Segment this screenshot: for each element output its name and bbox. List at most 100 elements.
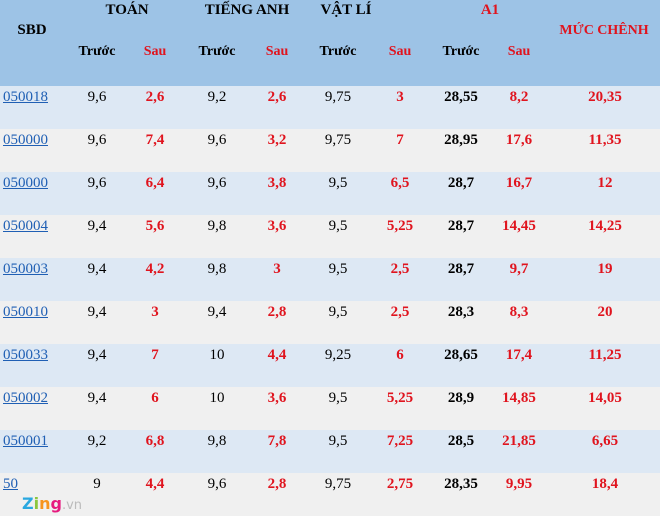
- cell: 7: [151, 347, 159, 363]
- cell: 9,4: [87, 347, 107, 363]
- header-a1: A1: [480, 2, 500, 18]
- subheader-before: Trước: [319, 44, 357, 59]
- header-sbd: SBD: [17, 22, 47, 38]
- sbd-link[interactable]: 050018: [3, 89, 48, 105]
- cell: 9,2: [207, 89, 227, 105]
- cell: 9,5: [328, 175, 348, 191]
- header-vat-li: VẬT LÍ: [320, 2, 372, 18]
- cell: 9,75: [324, 476, 352, 492]
- cell: 14,25: [588, 218, 622, 234]
- sbd-link[interactable]: 050033: [3, 347, 48, 363]
- cell: 20,35: [588, 89, 622, 105]
- cell: 2,8: [267, 476, 287, 492]
- cell: 8,2: [509, 89, 529, 105]
- cell: 4,4: [145, 476, 165, 492]
- cell: 7: [396, 132, 404, 148]
- table-row: 050000 9,6 7,4 9,6 3,2 9,75 7 28,95 17,6 11,35: [0, 129, 660, 172]
- cell: 11,35: [588, 132, 622, 148]
- cell: 14,05: [588, 390, 622, 406]
- cell: 9,6: [207, 132, 227, 148]
- cell: 6: [396, 347, 404, 363]
- cell: 5,25: [386, 218, 414, 234]
- header-toan: TOÁN: [105, 2, 149, 18]
- sbd-link[interactable]: 050010: [3, 304, 48, 320]
- sbd-link[interactable]: 050003: [3, 261, 48, 277]
- cell: 9,6: [87, 132, 107, 148]
- cell: 6,8: [145, 433, 165, 449]
- cell: 6,65: [591, 433, 619, 449]
- sbd-link[interactable]: 050002: [3, 390, 48, 406]
- cell: 12: [597, 175, 613, 191]
- cell: 21,85: [502, 433, 536, 449]
- table-row: 050003 9,4 4,2 9,8 3 9,5 2,5 28,7 9,7 19: [0, 258, 660, 301]
- cell: 9,6: [87, 175, 107, 191]
- cell: 9,4: [87, 304, 107, 320]
- cell: 6,4: [145, 175, 165, 191]
- cell: 28,7: [447, 261, 475, 277]
- table-row: 050002 9,4 6 10 3,6 9,5 5,25 28,9 14,85 14,05: [0, 387, 660, 430]
- table-row: 050010 9,4 3 9,4 2,8 9,5 2,5 28,3 8,3 20: [0, 301, 660, 344]
- header-muc-chenh: MỨC CHÊNH: [559, 23, 649, 38]
- cell: 16,7: [505, 175, 533, 191]
- cell: 2,6: [267, 89, 287, 105]
- cell: 9,75: [324, 132, 352, 148]
- cell: 2,8: [267, 304, 287, 320]
- cell: 28,35: [444, 476, 478, 492]
- cell: 9,4: [87, 261, 107, 277]
- cell: 9,4: [207, 304, 227, 320]
- cell: 2,6: [145, 89, 165, 105]
- cell: 4,4: [267, 347, 287, 363]
- sbd-link[interactable]: 050000: [3, 175, 48, 191]
- cell: 2,5: [390, 304, 410, 320]
- cell: 10: [209, 347, 225, 363]
- cell: 3: [396, 89, 404, 105]
- cell: 7,25: [386, 433, 414, 449]
- subheader-after: Sau: [388, 44, 412, 59]
- cell: 9,5: [328, 304, 348, 320]
- cell: 28,9: [447, 390, 475, 406]
- cell: 28,95: [444, 132, 478, 148]
- cell: 7,4: [145, 132, 165, 148]
- cell: 9,25: [324, 347, 352, 363]
- cell: 14,45: [502, 218, 536, 234]
- cell: 2,5: [390, 261, 410, 277]
- zing-logo: Zing.vn: [22, 494, 83, 513]
- cell: 9,8: [207, 218, 227, 234]
- cell: 18,4: [591, 476, 619, 492]
- table-row: 050004 9,4 5,6 9,8 3,6 9,5 5,25 28,7 14,45 14,25: [0, 215, 660, 258]
- cell: 9,6: [87, 89, 107, 105]
- cell: 9,5: [328, 433, 348, 449]
- cell: 4,2: [145, 261, 165, 277]
- table-row: 050001 9,2 6,8 9,8 7,8 9,5 7,25 28,5 21,85 6,65: [0, 430, 660, 473]
- cell: 2,75: [386, 476, 414, 492]
- sbd-link[interactable]: 050004: [3, 218, 48, 234]
- cell: 28,7: [447, 218, 475, 234]
- sbd-link[interactable]: 050000: [3, 132, 48, 148]
- cell: 28,5: [447, 433, 475, 449]
- cell: 19: [597, 261, 613, 277]
- cell: 5,6: [145, 218, 165, 234]
- cell: 3,2: [267, 132, 287, 148]
- cell: 9,8: [207, 261, 227, 277]
- cell: 9,75: [324, 89, 352, 105]
- cell: 28,7: [447, 175, 475, 191]
- cell: 7,8: [267, 433, 287, 449]
- cell: 9,7: [509, 261, 529, 277]
- sbd-link[interactable]: 050001: [3, 433, 48, 449]
- cell: 9,2: [87, 433, 107, 449]
- subheader-before: Trước: [442, 44, 480, 59]
- sbd-link[interactable]: 50: [3, 476, 18, 492]
- table-header: SBD TOÁN TIẾNG ANH VẬT LÍ A1 MỨC CHÊNH T…: [0, 0, 660, 86]
- cell: 20: [597, 304, 613, 320]
- cell: 17,4: [505, 347, 533, 363]
- cell: 9,95: [505, 476, 533, 492]
- cell: 5,25: [386, 390, 414, 406]
- cell: 3: [151, 304, 159, 320]
- cell: 9,4: [87, 390, 107, 406]
- cell: 14,85: [502, 390, 536, 406]
- cell: 6,5: [390, 175, 410, 191]
- cell: 28,55: [444, 89, 478, 105]
- subheader-after: Sau: [143, 44, 167, 59]
- cell: 11,25: [588, 347, 622, 363]
